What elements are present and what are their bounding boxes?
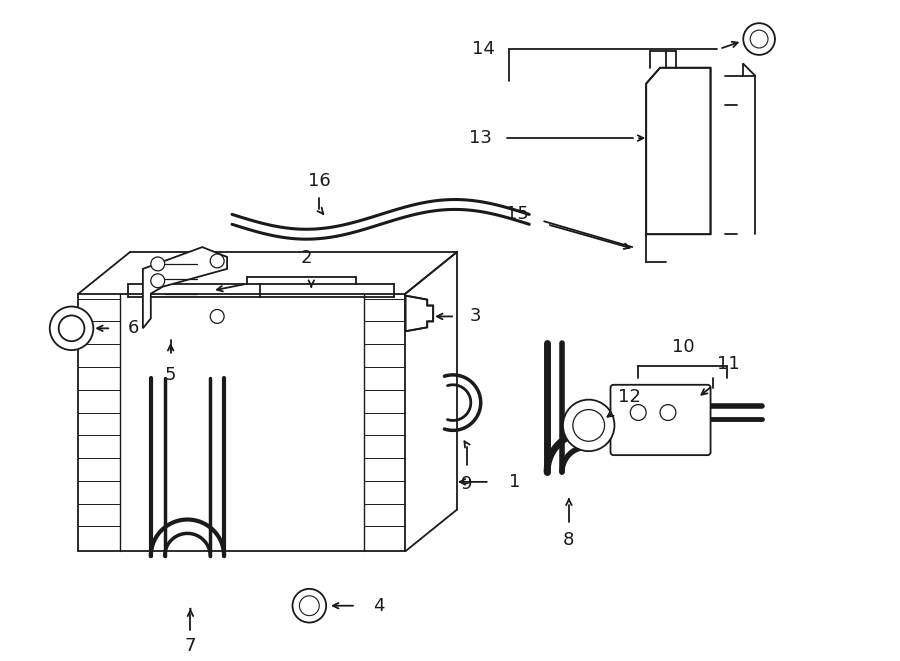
Text: 13: 13	[469, 129, 491, 147]
Circle shape	[743, 23, 775, 55]
Text: 10: 10	[671, 338, 694, 356]
Circle shape	[211, 309, 224, 323]
Polygon shape	[143, 247, 227, 329]
Text: 2: 2	[301, 249, 312, 267]
Text: 7: 7	[184, 637, 196, 656]
Circle shape	[50, 307, 94, 350]
Text: 12: 12	[618, 387, 642, 406]
Circle shape	[211, 254, 224, 268]
Circle shape	[292, 589, 326, 623]
Text: 4: 4	[373, 597, 384, 615]
Text: 8: 8	[563, 531, 574, 549]
Text: 6: 6	[128, 319, 140, 337]
Circle shape	[562, 400, 615, 451]
Text: 5: 5	[165, 366, 176, 384]
Text: 15: 15	[507, 206, 529, 223]
Polygon shape	[646, 68, 711, 234]
FancyBboxPatch shape	[610, 385, 711, 455]
Text: 14: 14	[472, 40, 495, 58]
Circle shape	[151, 257, 165, 271]
Text: 11: 11	[717, 355, 740, 373]
Text: 16: 16	[308, 172, 330, 190]
Polygon shape	[405, 295, 433, 331]
Circle shape	[151, 274, 165, 288]
Text: 9: 9	[461, 475, 472, 493]
Text: 3: 3	[470, 307, 482, 325]
Text: 1: 1	[509, 473, 521, 491]
